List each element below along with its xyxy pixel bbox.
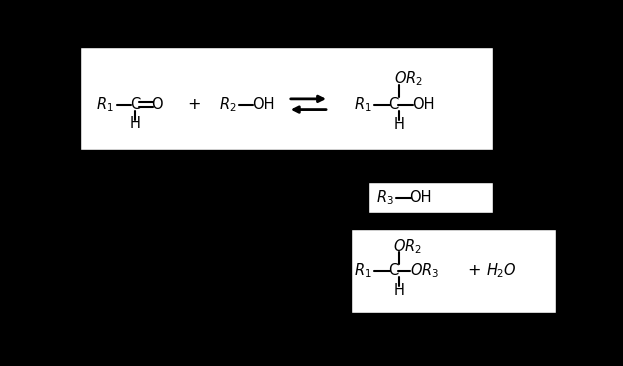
Bar (80, 47, 493, 150)
Text: $OR_3$: $OR_3$ (410, 261, 439, 280)
Text: OH: OH (409, 190, 432, 205)
Text: C: C (130, 97, 140, 112)
Text: H: H (394, 283, 404, 298)
Text: $OR_2$: $OR_2$ (394, 70, 423, 89)
Text: C: C (389, 263, 399, 278)
Text: C: C (389, 97, 399, 112)
Text: $R_1$: $R_1$ (354, 261, 371, 280)
Text: $H_2O$: $H_2O$ (487, 261, 517, 280)
Text: H: H (394, 117, 404, 132)
Text: $R_2$: $R_2$ (219, 95, 236, 114)
Text: $OR_2$: $OR_2$ (393, 238, 422, 256)
Text: OH: OH (252, 97, 275, 112)
Text: H: H (130, 116, 140, 131)
Bar (351, 228, 556, 313)
Text: OH: OH (412, 97, 435, 112)
Text: +: + (467, 263, 480, 278)
Text: O: O (151, 97, 163, 112)
Text: $R_1$: $R_1$ (95, 95, 113, 114)
Text: $R_1$: $R_1$ (354, 95, 371, 114)
Text: +: + (187, 97, 201, 112)
Text: $R_3$: $R_3$ (376, 188, 393, 207)
Bar (368, 182, 493, 213)
